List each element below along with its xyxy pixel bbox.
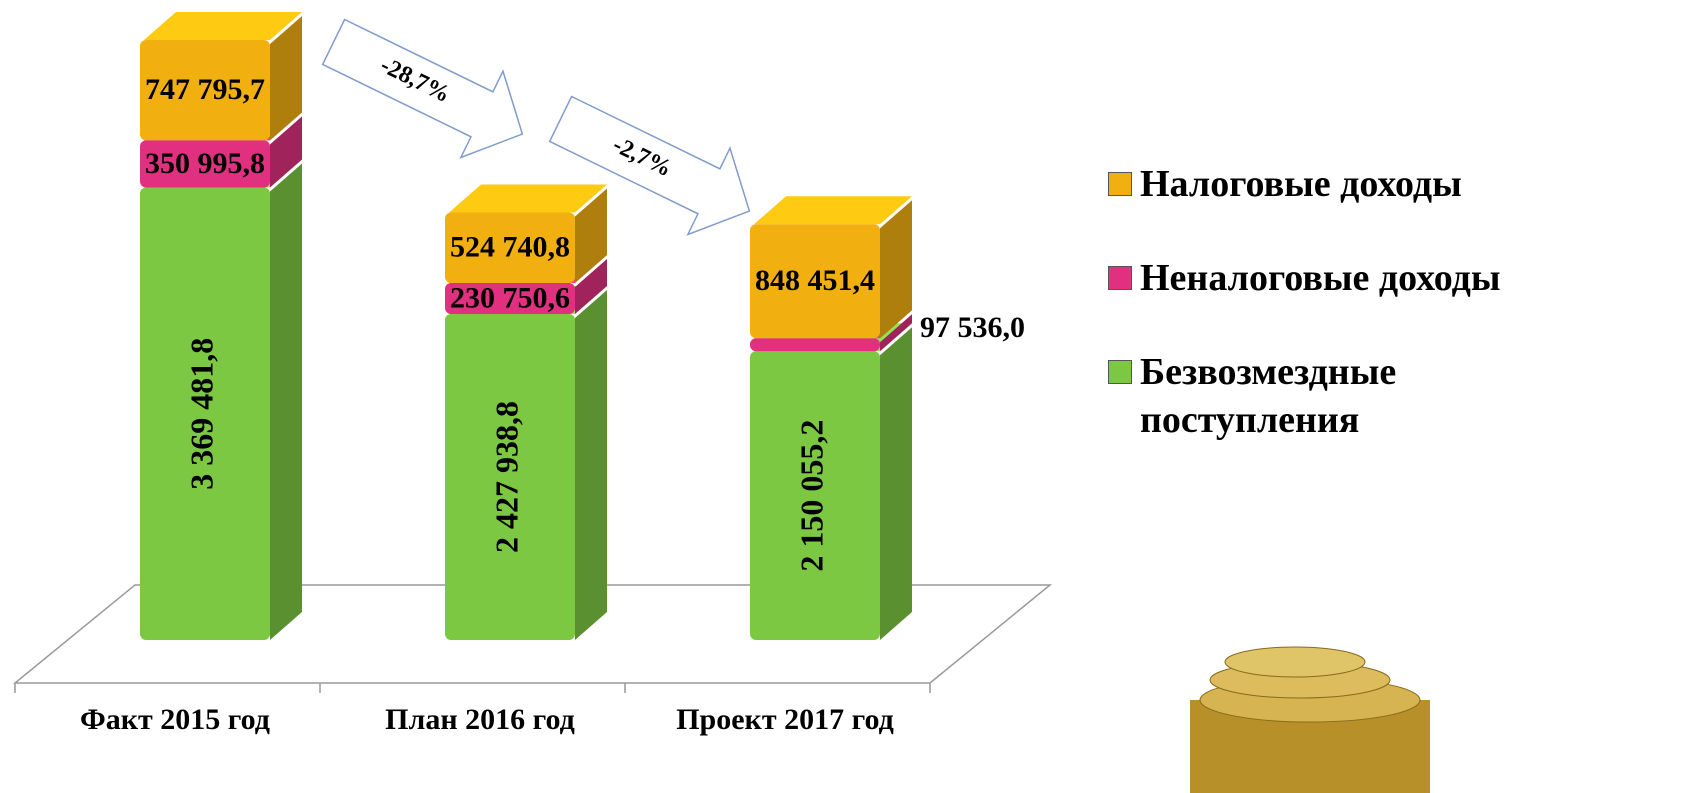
x-tick-label: Проект 2017 год: [676, 703, 894, 736]
bar-top: [144, 12, 302, 40]
bar-top: [449, 185, 607, 213]
value-label: 2 150 055,2: [793, 420, 829, 572]
legend-label: Налоговые доходы: [1140, 160, 1462, 208]
bar-top: [754, 196, 912, 224]
legend-swatch: [1108, 360, 1132, 384]
value-label: 747 795,7: [145, 73, 265, 106]
value-label: 848 451,4: [755, 264, 875, 297]
bar-side: [270, 164, 302, 640]
value-label: 524 740,8: [450, 231, 570, 264]
legend-swatch: [1108, 266, 1132, 290]
x-tick-label: План 2016 год: [385, 703, 575, 736]
value-label: 230 750,6: [450, 281, 570, 314]
bar-side: [575, 290, 607, 640]
value-label: 97 536,0: [920, 311, 1025, 344]
legend-label: Неналоговые доходы: [1140, 254, 1501, 302]
value-label: 3 369 481,8: [183, 338, 219, 490]
bar-side: [880, 200, 912, 338]
legend: Налоговые доходы Неналоговые доходы Безвоз…: [1108, 160, 1668, 490]
trend-arrow: -28,7%: [313, 0, 544, 177]
floor-ticks: [15, 683, 930, 693]
value-label: 350 995,8: [145, 147, 265, 180]
coins: [1190, 647, 1430, 793]
legend-item: Безвозмездные поступления: [1108, 348, 1668, 444]
x-tick-label: Факт 2015 год: [80, 703, 270, 736]
legend-swatch: [1108, 172, 1132, 196]
page: -28,7% -2,7% Факт 2015 год3 369 481,8350…: [0, 0, 1681, 793]
value-label: 2 427 938,8: [488, 401, 524, 553]
bar-side: [880, 327, 912, 640]
legend-item: Неналоговые доходы: [1108, 254, 1668, 302]
legend-label: Безвозмездные поступления: [1140, 348, 1480, 444]
legend-item: Налоговые доходы: [1108, 160, 1668, 208]
bar: [750, 338, 880, 351]
